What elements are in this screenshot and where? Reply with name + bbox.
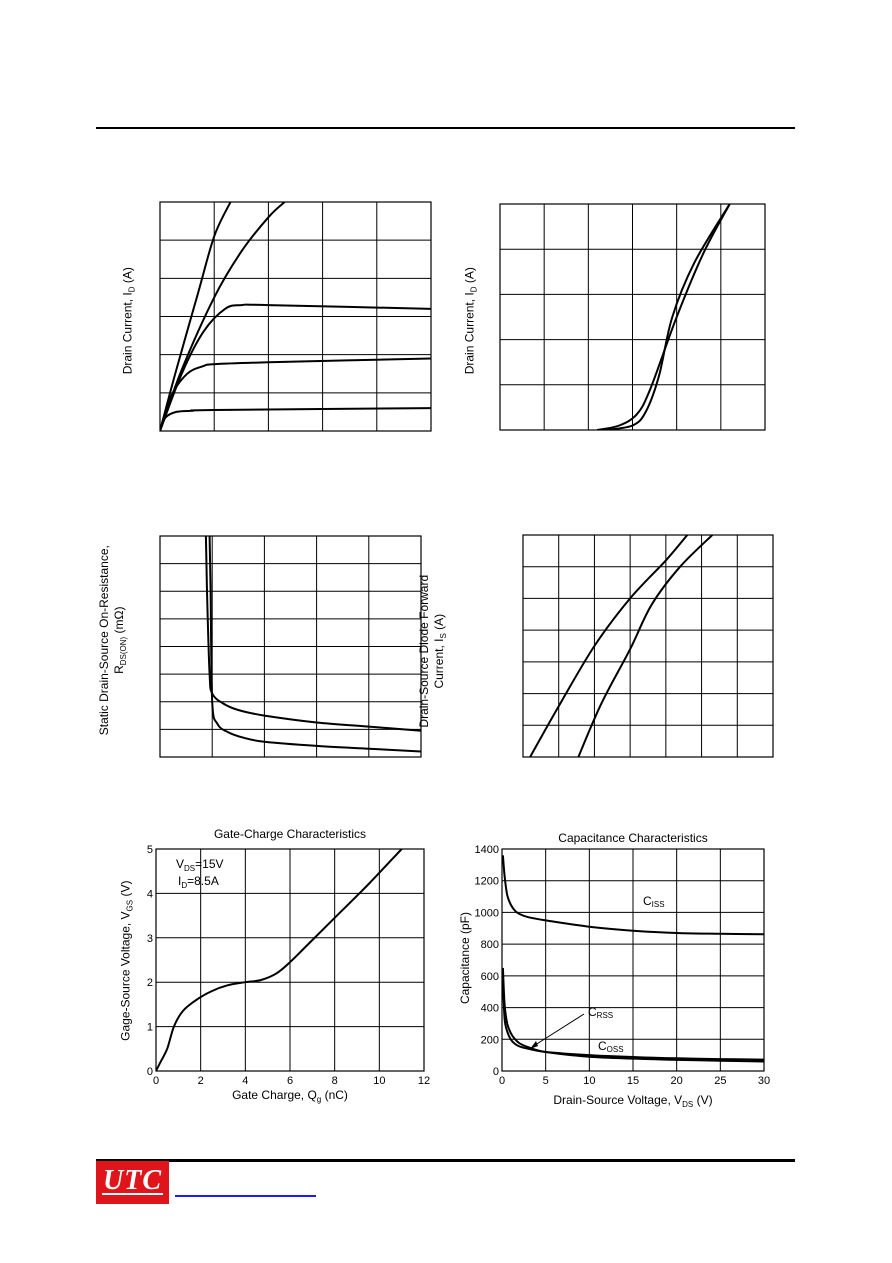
- utc-logo: UTC: [96, 1161, 169, 1204]
- cap-ytick-label: 1000: [475, 907, 499, 919]
- cap-xtick-label: 10: [583, 1075, 595, 1087]
- gate-chart-title: Gate-Charge Characteristics: [214, 827, 366, 841]
- output-series-1: [160, 202, 286, 431]
- gate-ytick-label: 0: [147, 1066, 153, 1078]
- transfer-series-1: [605, 204, 731, 430]
- cap-xtick-label: 20: [671, 1075, 683, 1087]
- cap-xtick-label: 25: [714, 1075, 726, 1087]
- cap-ytick-label: 800: [481, 939, 499, 951]
- cap-series-ciss: [502, 855, 764, 936]
- gate-xtick-label: 6: [287, 1075, 293, 1087]
- gate-xtick-label: 0: [153, 1075, 159, 1087]
- cap-ytick-label: 400: [481, 1003, 499, 1015]
- capacitance-chart: 0 5 10 15 20 25 30 0 200 400 600 800 1000 1200 1400 Ca…: [475, 831, 771, 1109]
- crss-pointer-arrow: [530, 1041, 538, 1049]
- gate-chart-xlabel: Gate Charge, Qg (nC): [232, 1088, 348, 1104]
- output-chart-ylabel: Drain Current, ID (A): [120, 267, 137, 375]
- cap-plot-frame: [501, 848, 765, 1072]
- diode-series-1: [577, 535, 714, 757]
- cap-chart-xlabel: Drain-Source Voltage, VDS (V): [553, 1093, 712, 1109]
- crss-label: CRSS: [588, 1005, 613, 1020]
- output-series-2: [160, 303, 431, 431]
- rdson-chart: [159, 535, 422, 758]
- cap-ytick-label: 1200: [475, 876, 499, 888]
- rdson-plot-frame: [159, 535, 422, 758]
- cap-ytick-label: 200: [481, 1034, 499, 1046]
- gate-chart-annotation-vds: VDS=15V: [176, 857, 224, 873]
- diode-plot-frame: [522, 534, 774, 758]
- output-series-3: [160, 357, 431, 431]
- transfer-series-0: [596, 204, 731, 430]
- gate-xtick-label: 10: [373, 1075, 385, 1087]
- footer-rule: [96, 1159, 795, 1162]
- gate-chart-ylabel: Gage-Source Voltage, VGS (V): [118, 880, 135, 1041]
- cap-chart-ylabel: Capacitance (pF): [458, 911, 472, 1005]
- cap-ytick-label: 1400: [475, 844, 499, 856]
- cap-ytick-label: 0: [493, 1066, 499, 1078]
- website-link[interactable]: [175, 1195, 316, 1197]
- cap-series-coss: [502, 982, 764, 1061]
- output-characteristics-chart: [159, 201, 432, 432]
- transfer-characteristics-chart: [499, 203, 766, 431]
- gate-xtick-label: 4: [242, 1075, 248, 1087]
- rdson-chart-ylabel: Static Drain-Source On-Resistance, RDS(O…: [96, 545, 129, 736]
- gate-xtick-label: 8: [332, 1075, 338, 1087]
- cap-xtick-label: 0: [499, 1075, 505, 1087]
- rdson-series-0: [204, 536, 421, 732]
- gate-ytick-label: 5: [147, 844, 153, 856]
- cap-xtick-label: 15: [627, 1075, 639, 1087]
- cap-xtick-label: 30: [758, 1075, 770, 1087]
- output-series-0: [160, 202, 232, 431]
- gate-series-0: [156, 849, 403, 1071]
- gate-xtick-label: 12: [418, 1075, 430, 1087]
- output-plot-frame: [159, 201, 432, 432]
- cap-series-crss: [502, 967, 764, 1063]
- rdson-series-1: [208, 536, 421, 753]
- cap-xtick-label: 5: [543, 1075, 549, 1087]
- gate-ytick-label: 1: [147, 1022, 153, 1034]
- gate-ytick-label: 2: [147, 977, 153, 989]
- crss-pointer-line: [531, 1013, 585, 1048]
- coss-label: COSS: [598, 1039, 624, 1054]
- transfer-plot-frame: [499, 203, 766, 431]
- cap-ytick-label: 600: [481, 971, 499, 983]
- gate-ytick-label: 3: [147, 933, 153, 945]
- cap-chart-title: Capacitance Characteristics: [558, 831, 707, 845]
- diode-forward-chart: [522, 534, 774, 758]
- diode-chart-ylabel: Drain-Source Diode Forward Current, IS (…: [416, 574, 449, 728]
- diode-series-0: [529, 535, 689, 757]
- header-rule: [96, 127, 795, 129]
- ciss-label: CISS: [643, 894, 665, 909]
- gate-plot-frame: [155, 848, 425, 1072]
- output-series-4: [160, 407, 431, 431]
- gate-ytick-label: 4: [147, 888, 153, 900]
- gate-chart-annotation-id: ID=8.5A: [178, 874, 219, 890]
- transfer-chart-ylabel: Drain Current, ID (A): [462, 267, 479, 375]
- gate-xtick-label: 2: [198, 1075, 204, 1087]
